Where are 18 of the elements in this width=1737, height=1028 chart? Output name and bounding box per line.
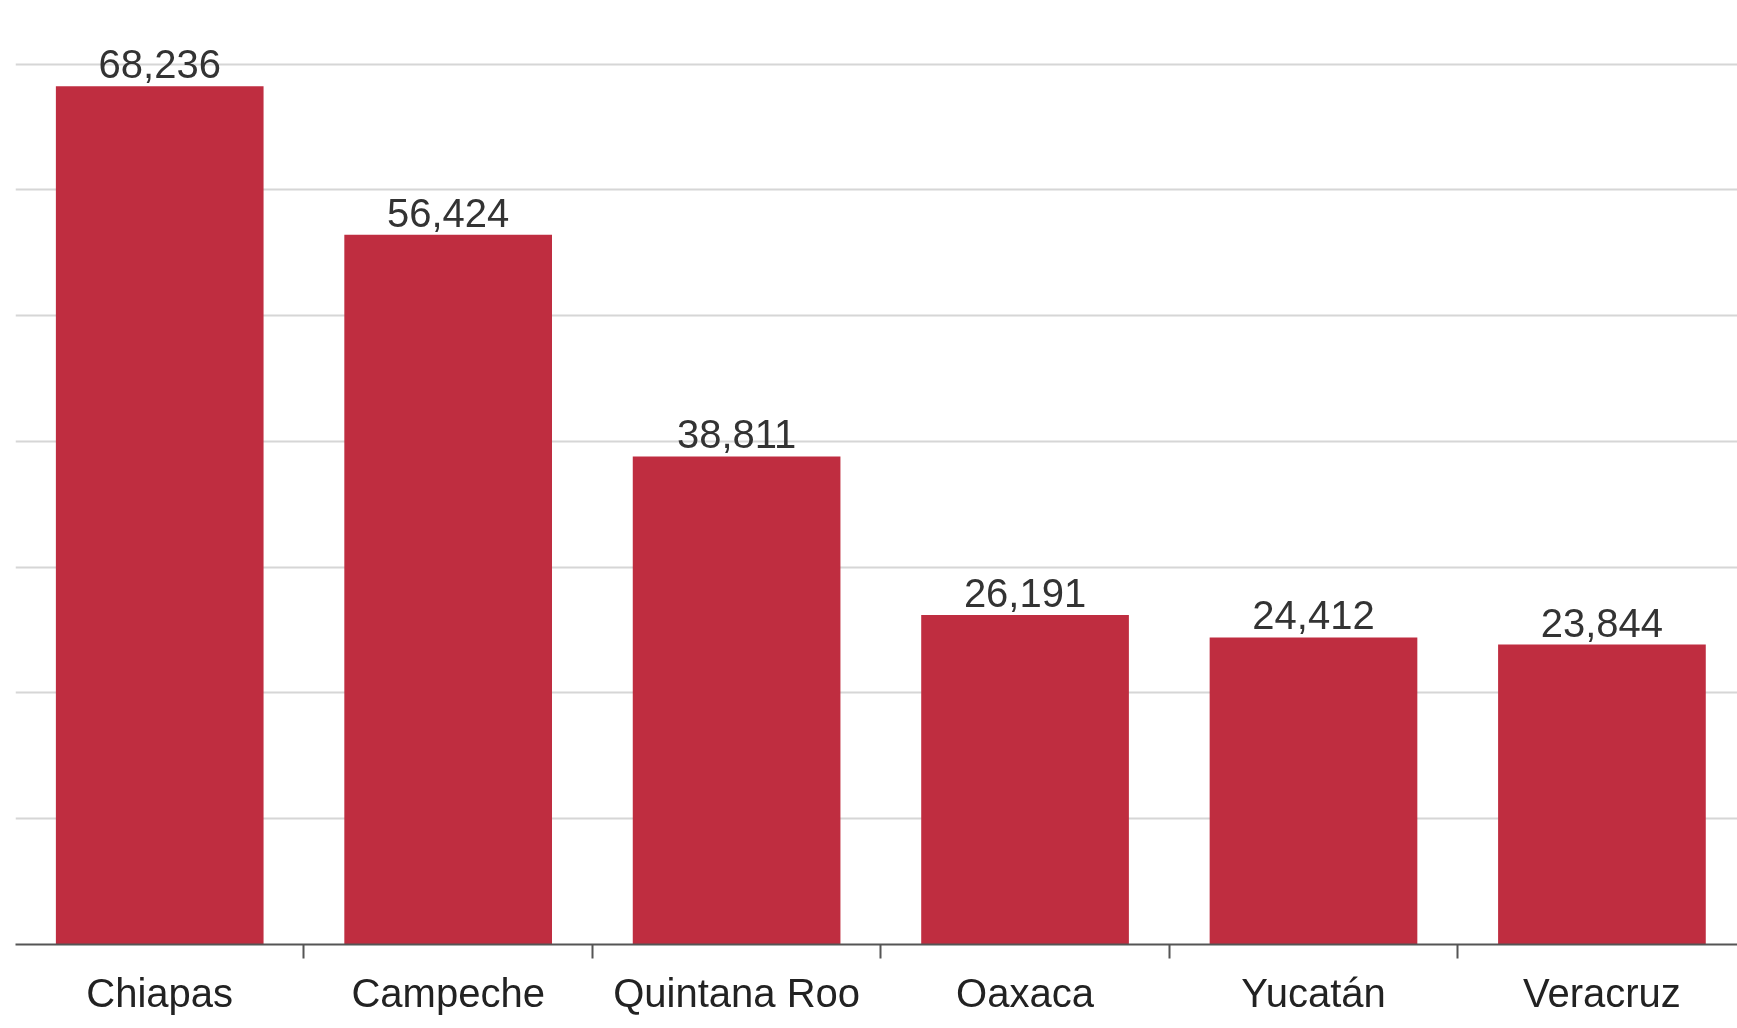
x-tick-label: Oaxaca (956, 970, 1095, 1015)
data-label: 68,236 (98, 42, 221, 87)
data-label: 23,844 (1540, 600, 1664, 645)
bar (632, 456, 841, 945)
x-tick-label: Chiapas (86, 970, 234, 1015)
x-tick-label: Veracruz (1523, 970, 1681, 1015)
bar (1498, 644, 1706, 945)
x-tick-label: Quintana Roo (613, 970, 861, 1015)
bar (1209, 637, 1418, 945)
x-tick-label: Campeche (351, 970, 545, 1015)
bar (344, 234, 552, 945)
x-tick-label: Yucatán (1241, 970, 1386, 1015)
data-label: 38,811 (676, 412, 797, 457)
bar (921, 615, 1129, 945)
data-label: 24,412 (1252, 593, 1375, 638)
bar (55, 86, 264, 945)
data-label: 56,424 (386, 190, 510, 235)
data-label: 26,191 (963, 571, 1087, 616)
